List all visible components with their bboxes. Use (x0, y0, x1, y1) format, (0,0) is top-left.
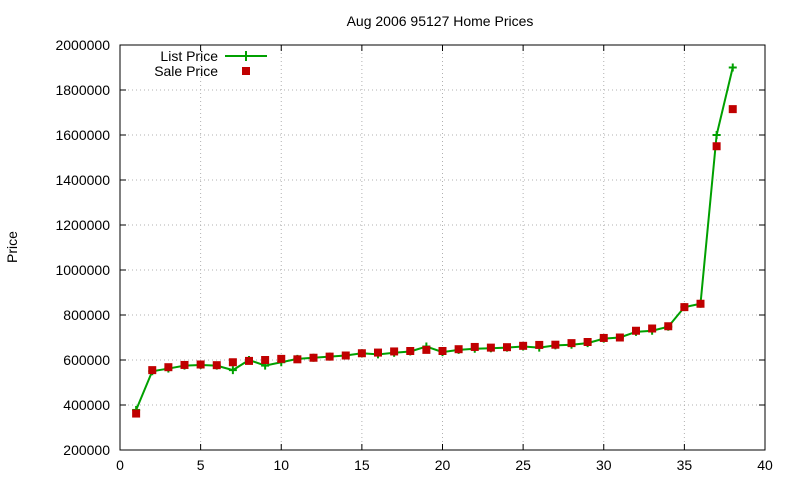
list-price-point (728, 63, 737, 72)
sale-price-point (728, 105, 737, 114)
sale-price-point (567, 339, 576, 348)
sale-price-point (132, 409, 141, 418)
y-tick-label: 800000 (63, 307, 110, 323)
legend: List Price Sale Price (154, 48, 267, 79)
sale-price-point (535, 340, 544, 349)
sale-price-point (245, 356, 253, 365)
legend-label-list-price: List Price (160, 48, 218, 64)
sale-price-point (486, 343, 495, 352)
sale-price-point (341, 351, 350, 360)
sale-price-point (357, 349, 366, 358)
x-tick-label: 20 (435, 457, 451, 473)
y-tick-label: 400000 (63, 397, 110, 413)
x-tick-label: 0 (116, 457, 124, 473)
y-tick-label: 200000 (63, 442, 110, 458)
axis-ticks: 0 5 10 15 20 25 30 35 40 200000 400000 600000 800000… (55, 37, 773, 473)
grid (120, 45, 765, 450)
sale-price-point (648, 324, 657, 333)
sale-price-point (583, 338, 592, 346)
y-tick-label: 1000000 (55, 262, 110, 278)
y-tick-label: 600000 (63, 352, 110, 368)
sale-price-point (212, 361, 221, 370)
sale-price-point (551, 340, 560, 349)
sale-price-point (503, 343, 511, 352)
chart-title: Aug 2006 95127 Home Prices (347, 13, 534, 29)
legend-label-sale-price: Sale Price (154, 63, 218, 79)
sale-price-point (148, 366, 157, 375)
sale-price-point (632, 326, 640, 335)
sale-price-point (615, 333, 624, 342)
sale-price-point (309, 353, 318, 362)
sale-price-point (422, 345, 431, 354)
sale-price-point (454, 345, 463, 354)
x-tick-label: 35 (677, 457, 693, 473)
sale-price-point (599, 333, 608, 342)
sale-price-point (277, 354, 286, 363)
sale-price-point (664, 322, 673, 331)
sale-price-point (261, 356, 270, 364)
y-tick-label: 1800000 (55, 82, 110, 98)
sale-price-point (712, 142, 721, 151)
list-price-line (135, 67, 734, 411)
sale-price-point (438, 347, 447, 355)
legend-marker-sale-price (242, 67, 250, 75)
sale-price-point (696, 299, 705, 308)
x-tick-label: 10 (273, 457, 289, 473)
y-axis-label: Price (4, 231, 20, 263)
y-tick-label: 2000000 (55, 37, 110, 53)
sale-price-point (680, 303, 689, 312)
x-tick-label: 15 (354, 457, 370, 473)
sale-price-point (406, 347, 415, 355)
x-tick-label: 5 (197, 457, 205, 473)
sale-price-point (325, 352, 334, 361)
y-tick-label: 1400000 (55, 172, 110, 188)
sale-price-point (180, 360, 189, 369)
x-tick-label: 40 (757, 457, 773, 473)
sale-price-point (374, 348, 382, 357)
sale-price-point (390, 347, 399, 356)
x-tick-label: 30 (596, 457, 612, 473)
sale-price-point (470, 342, 479, 351)
sale-price-point (164, 363, 173, 372)
y-tick-label: 1600000 (55, 127, 110, 143)
y-tick-label: 1200000 (55, 217, 110, 233)
sale-price-point (519, 341, 528, 350)
sale-price-point (196, 360, 205, 369)
sale-price-point (228, 358, 237, 367)
list-price-point (228, 366, 237, 375)
sale-price-point (293, 355, 302, 364)
legend-marker-list-price (241, 51, 251, 61)
x-tick-label: 25 (515, 457, 531, 473)
list-price-point (712, 131, 721, 139)
series (132, 63, 737, 418)
